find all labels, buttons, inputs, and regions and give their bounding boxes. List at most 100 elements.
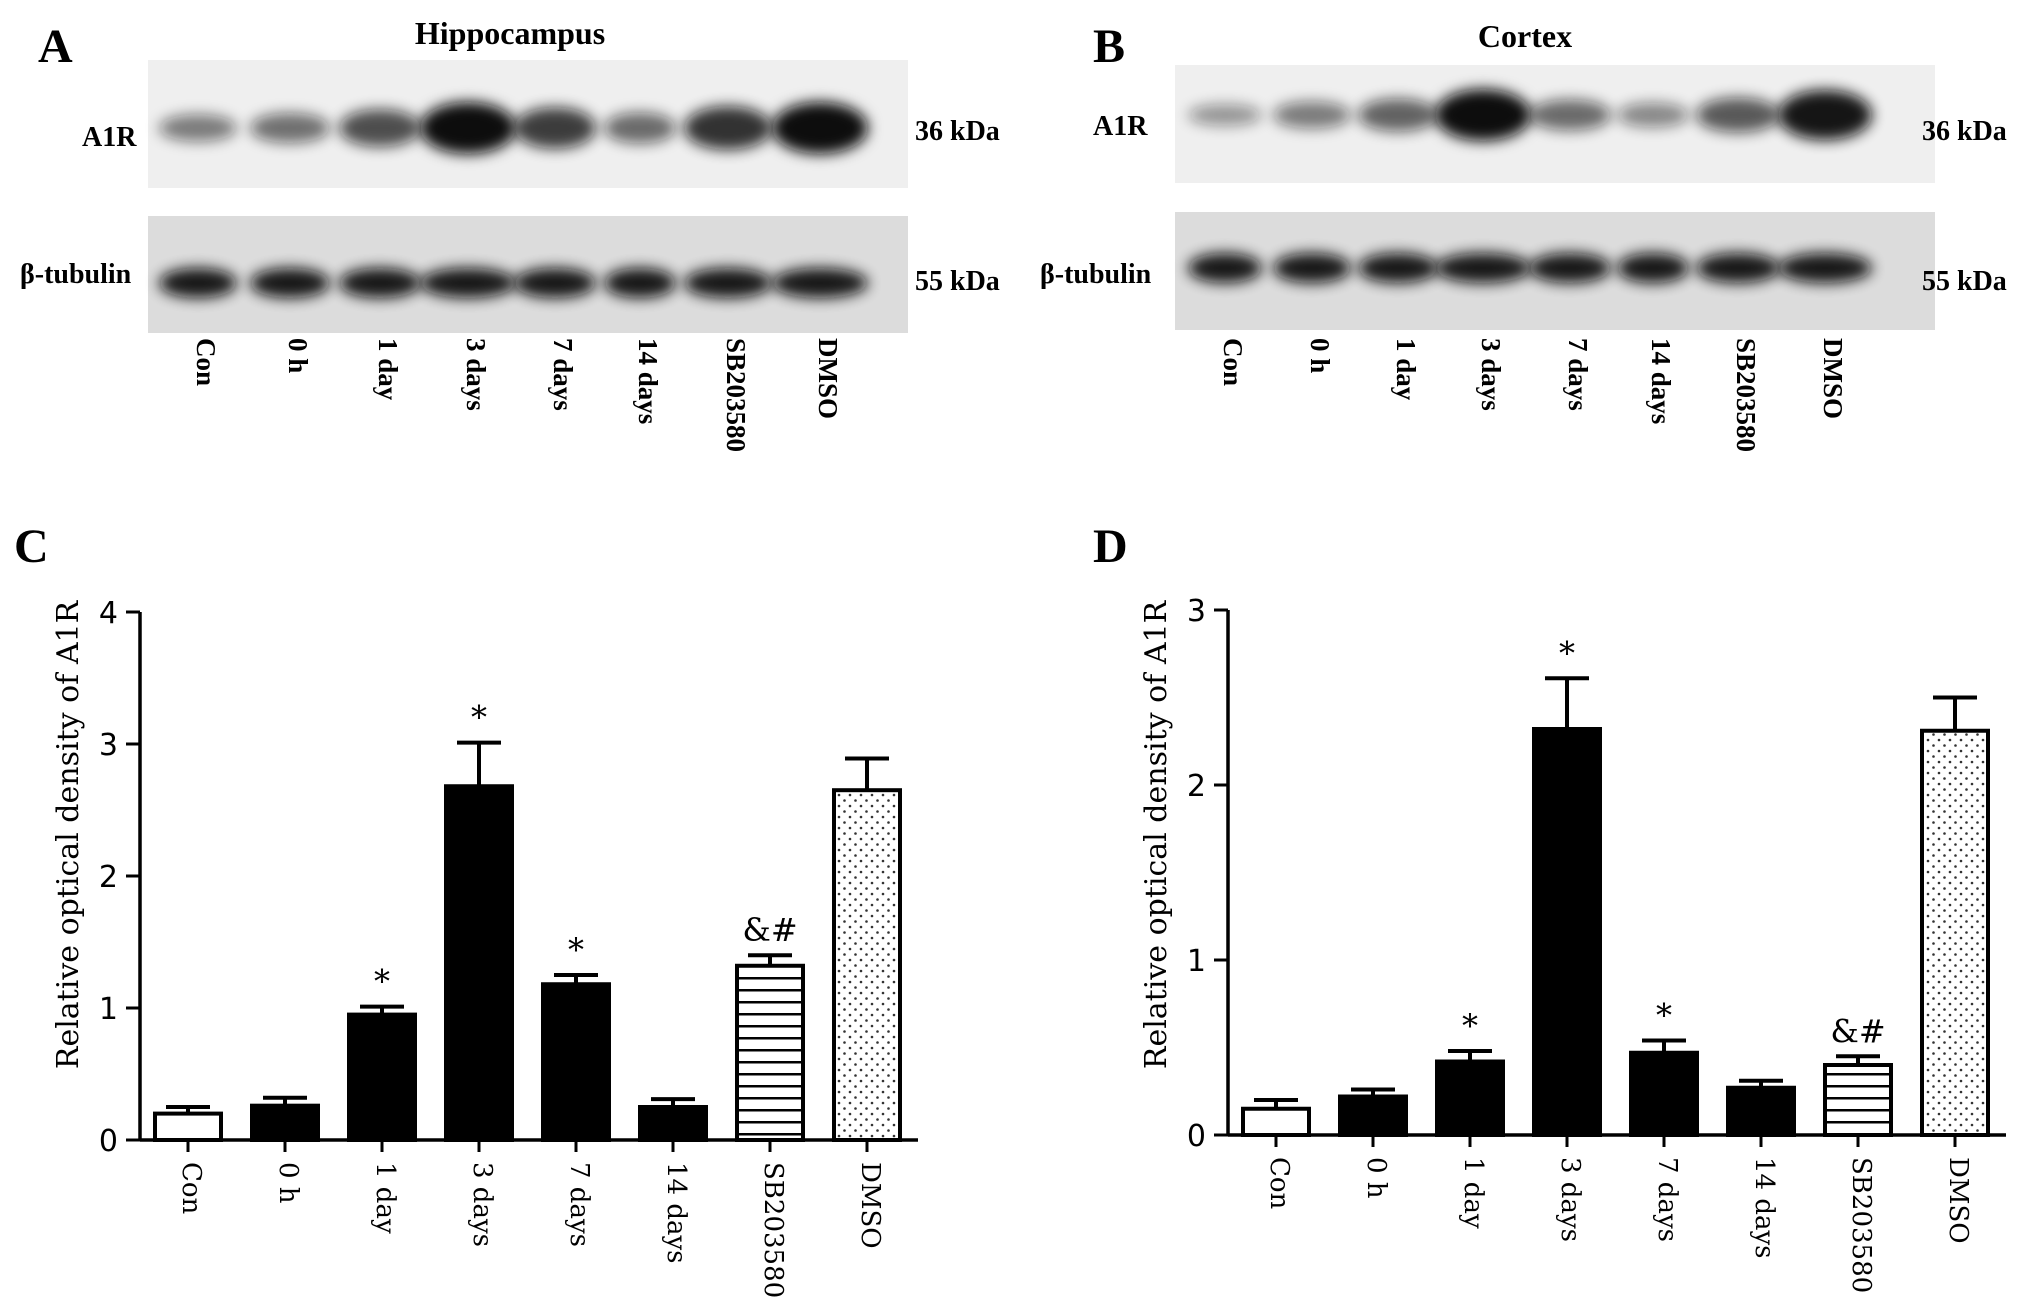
band-size-55kda-cortex: 55 kDa	[1922, 266, 2007, 297]
bar-3-days-c	[444, 784, 514, 1142]
x-tick-label-14-days-d: 14 days	[1749, 1157, 1779, 1259]
band-a1r-14-days	[1617, 102, 1689, 128]
panel-letter-a: A	[38, 20, 73, 73]
band-size-36kda-hippocampus: 36 kDa	[915, 116, 1000, 147]
band-size-55kda-hippocampus: 55 kDa	[915, 266, 1000, 297]
blot-strip-a1r-hippocampus	[148, 60, 908, 188]
annotation-1-day-d: *	[1462, 1007, 1478, 1045]
x-tick-label-3-days-d: 3 days	[1555, 1157, 1585, 1242]
annotation-3-days-c: *	[471, 699, 487, 737]
y-axis-label-c: Relative optical density of A1R	[51, 599, 86, 1069]
x-tick-label-0-h-c: 0 h	[273, 1162, 303, 1204]
band-size-36kda-cortex: 36 kDa	[1922, 116, 2007, 147]
panel-letter-d: D	[1093, 520, 1128, 573]
band-a1r-3-days	[420, 102, 516, 154]
band-tubulin-con	[1188, 253, 1262, 283]
bar-14-days-d	[1726, 1085, 1796, 1137]
blot-title-hippocampus: Hippocampus	[415, 15, 605, 51]
lane-label-con-a: Con	[191, 338, 221, 386]
band-a1r-7-days	[1529, 99, 1611, 131]
bar-sb203580-d	[1823, 1063, 1893, 1137]
bar-3-days-d	[1532, 727, 1602, 1137]
band-tubulin-dmso	[1778, 253, 1872, 283]
band-a1r-1-day	[1358, 98, 1438, 132]
annotation-7-days-d: *	[1656, 997, 1672, 1035]
lane-label-14-days-a: 14 days	[633, 338, 663, 424]
lane-label-dmso-a: DMSO	[813, 338, 843, 419]
band-a1r-14-days	[604, 112, 676, 144]
band-tubulin-7-days	[1529, 253, 1611, 283]
x-tick-label-1-day-c: 1 day	[370, 1162, 400, 1234]
bar-con-d	[1241, 1106, 1311, 1137]
bar-0-h-d	[1338, 1094, 1408, 1137]
x-tick-label-1-day-d: 1 day	[1458, 1157, 1488, 1229]
band-tubulin-14-days	[604, 268, 676, 298]
band-tubulin-con	[159, 268, 237, 298]
band-label-tubulin-cortex: β-tubulin	[1040, 259, 1152, 290]
lane-label-sb203580-b: SB203580	[1731, 338, 1761, 452]
y-tick-label-2-c: 2	[99, 860, 118, 895]
panel-letter-c: C	[14, 520, 49, 573]
blot-strip-a1r-cortex	[1175, 65, 1935, 183]
blot-strip-tubulin-hippocampus	[148, 216, 908, 333]
x-tick-label-con-d: Con	[1264, 1157, 1294, 1210]
annotation-sb203580-c: &#	[742, 911, 797, 949]
lane-label-sb203580-a: SB203580	[721, 338, 751, 452]
bar-7-days-c	[541, 982, 611, 1142]
band-a1r-dmso	[772, 102, 868, 154]
y-tick-label-3-d: 3	[1187, 594, 1206, 629]
band-tubulin-7-days	[514, 268, 596, 298]
band-a1r-con	[159, 114, 237, 142]
y-tick-label-2-d: 2	[1187, 769, 1206, 804]
bar-1-day-d	[1435, 1059, 1505, 1137]
band-tubulin-0-h	[1273, 253, 1351, 283]
bar-dmso-c	[832, 788, 902, 1142]
band-tubulin-0-h	[250, 268, 330, 298]
blot-panel-hippocampus: A Hippocampus A1R 36 kDa β-tubulin 55 kD…	[20, 15, 1000, 452]
bar-con-c	[153, 1111, 223, 1142]
band-label-a1r-hippocampus: A1R	[82, 122, 137, 153]
bar-0-h-c	[250, 1103, 320, 1143]
band-a1r-0-h	[1273, 101, 1351, 129]
x-tick-label-0-h-d: 0 h	[1361, 1157, 1391, 1199]
band-a1r-con	[1188, 104, 1262, 126]
bar-chart-cortex: D Relative optical density of A1R 0 1 2 3 Co…	[1093, 520, 2006, 1293]
bar-dmso-d	[1920, 728, 1990, 1137]
bar-1-day-c	[347, 1012, 417, 1142]
x-tick-label-sb203580-c: SB203580	[758, 1162, 788, 1297]
annotation-sb203580-d: &#	[1830, 1012, 1885, 1050]
lane-label-1-day-b: 1 day	[1391, 338, 1421, 401]
lane-label-3-days-b: 3 days	[1476, 338, 1506, 411]
lane-label-3-days-a: 3 days	[461, 338, 491, 411]
lane-label-1-day-a: 1 day	[373, 338, 403, 401]
bar-14-days-c	[638, 1105, 708, 1142]
band-tubulin-1-day	[1358, 253, 1438, 283]
blot-strip-tubulin-cortex	[1175, 212, 1935, 330]
x-tick-label-7-days-c: 7 days	[564, 1162, 594, 1247]
x-tick-label-dmso-c: DMSO	[855, 1162, 885, 1249]
bar-sb203580-c	[735, 963, 805, 1143]
lane-label-7-days-b: 7 days	[1563, 338, 1593, 411]
lane-label-0-h-b: 0 h	[1305, 338, 1335, 373]
annotation-1-day-c: *	[374, 963, 390, 1001]
bar-chart-hippocampus: C Relative optical density of A1R 0 1 2 3 4 C…	[14, 520, 918, 1297]
x-tick-label-14-days-c: 14 days	[661, 1162, 691, 1264]
x-tick-label-7-days-d: 7 days	[1652, 1157, 1682, 1242]
band-a1r-7-days	[514, 107, 596, 149]
x-tick-label-3-days-c: 3 days	[467, 1162, 497, 1247]
band-a1r-1-day	[339, 109, 421, 147]
y-tick-label-4-c: 4	[99, 596, 118, 631]
lane-label-con-b: Con	[1218, 338, 1248, 386]
x-tick-label-sb203580-d: SB203580	[1846, 1157, 1876, 1293]
lane-label-0-h-a: 0 h	[283, 338, 313, 373]
band-a1r-0-h	[250, 113, 330, 143]
annotation-3-days-d: *	[1559, 634, 1575, 672]
lane-label-14-days-b: 14 days	[1646, 338, 1676, 424]
lane-label-7-days-a: 7 days	[548, 338, 578, 411]
bar-7-days-d	[1629, 1050, 1699, 1137]
y-axis-label-d: Relative optical density of A1R	[1139, 599, 1174, 1069]
band-tubulin-1-day	[339, 268, 421, 298]
band-tubulin-sb203580	[684, 268, 772, 298]
x-tick-label-con-c: Con	[176, 1162, 206, 1215]
